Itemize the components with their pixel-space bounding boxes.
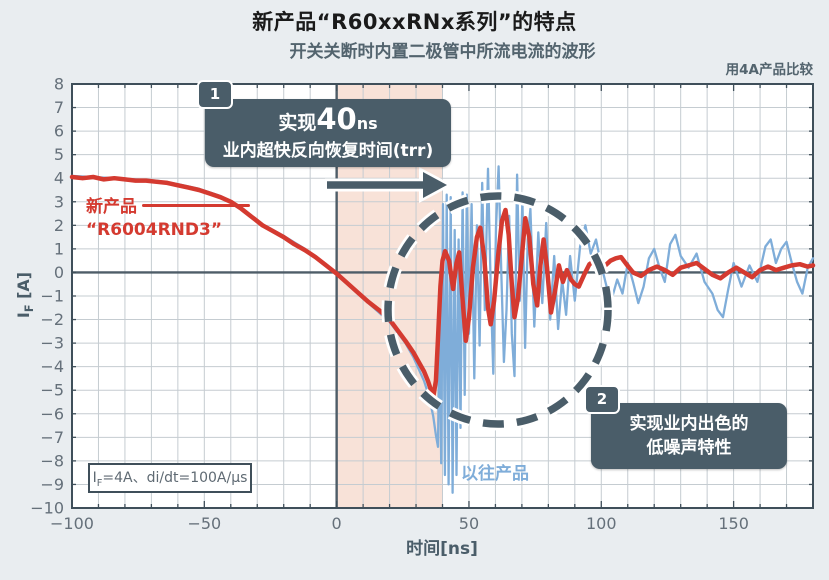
y-tick-label: −2 [40, 310, 64, 329]
x-tick-label: 0 [332, 514, 342, 533]
callout-low-noise-line2: 低噪声特性 [646, 438, 732, 458]
y-tick-label: −8 [40, 451, 64, 470]
callout-trr-unit: ns [356, 114, 378, 133]
y-tick-label: 4 [54, 169, 64, 188]
callout-trr-line1: 实现40ns [205, 104, 451, 139]
new-product-waveform [69, 174, 816, 400]
page-title: 新产品“R60xxRNx系列”的特点 [252, 10, 577, 34]
y-tick-label: −9 [40, 475, 64, 494]
series-label-new-product: 新产品 “R6004RND3” [86, 196, 222, 242]
condition-symbol: I [92, 470, 97, 486]
callout-low-noise: 实现业内出色的 低噪声特性 [591, 403, 787, 469]
test-condition-box: IF=4A、di/dt=100A/μs [88, 463, 252, 493]
trr-arrowhead-icon [423, 172, 447, 198]
condition-subscript: F [96, 477, 103, 489]
x-tick-label: −50 [187, 514, 221, 533]
y-tick-label: −3 [40, 334, 64, 353]
y-axis-title: IF [A] [14, 252, 36, 338]
callout-number-1: 1 [197, 80, 233, 109]
new-product-leader-line [142, 204, 250, 207]
callout-low-noise-line1: 实现业内出色的 [629, 414, 749, 434]
y-tick-label: 3 [54, 192, 64, 211]
y-tick-label: 0 [54, 263, 64, 282]
y-tick-label: −10 [30, 499, 64, 518]
x-tick-label: 150 [718, 514, 749, 533]
x-tick-label: −100 [50, 514, 94, 533]
noise-highlight-circle [384, 192, 612, 428]
y-tick-label: −6 [40, 404, 64, 423]
x-tick-label: 50 [459, 514, 479, 533]
y-tick-label: 6 [54, 122, 64, 141]
plot-border [71, 83, 814, 509]
series-label-old-product: 以往产品 [461, 464, 529, 484]
callout-trr-line2: 业内超快反向恢复时间(trr) [222, 141, 434, 161]
y-axis-subscript: F [23, 304, 37, 313]
y-tick-label: 7 [54, 98, 64, 117]
comparison-note: 用4A产品比较 [725, 62, 813, 78]
y-tick-label: 2 [54, 216, 64, 235]
y-tick-label: −4 [40, 357, 64, 376]
condition-text: =4A、di/dt=100A/μs [102, 470, 248, 486]
y-axis-unit: [A] [14, 271, 33, 305]
y-tick-label: −7 [40, 428, 64, 447]
y-tick-label: 1 [54, 239, 64, 258]
y-tick-label: 5 [54, 145, 64, 164]
x-axis-title: 时间[ns] [406, 539, 478, 559]
y-tick-label: −5 [40, 381, 64, 400]
chart-subtitle: 开关关断时内置二极管中所流电流的波形 [289, 42, 596, 62]
y-tick-label: 8 [54, 75, 64, 94]
x-tick-label: 100 [586, 514, 617, 533]
new-product-label-line2: “R6004RND3” [86, 220, 223, 240]
y-axis-symbol: I [14, 312, 33, 319]
callout-number-2: 2 [584, 385, 620, 414]
callout-trr: 实现40ns 业内超快反向恢复时间(trr) [205, 99, 451, 167]
new-product-label-line1: 新产品 [86, 197, 137, 217]
callout-trr-value: 40 [316, 102, 357, 136]
callout-trr-pre: 实现 [278, 112, 317, 134]
y-tick-label: −1 [40, 287, 64, 306]
